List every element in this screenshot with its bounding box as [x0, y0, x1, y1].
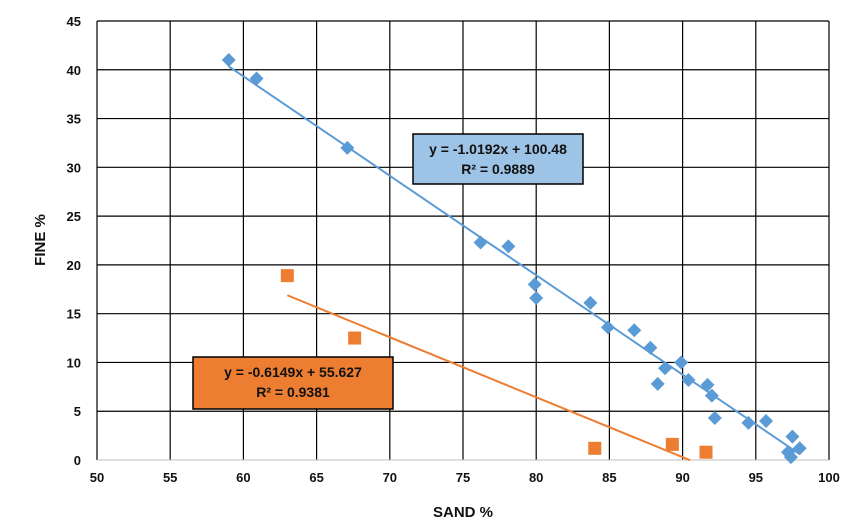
y-tick-label: 40	[67, 63, 81, 78]
trendlines	[228, 65, 801, 462]
r-squared-text-1: R² = 0.9381	[256, 384, 330, 400]
square-point	[588, 441, 602, 455]
diamond-point	[249, 71, 264, 86]
square-point	[665, 437, 679, 451]
diamond-point	[700, 377, 715, 392]
trendline-0	[228, 65, 801, 455]
r-squared-text-0: R² = 0.9889	[461, 161, 535, 177]
equation-text-1: y = -0.6149x + 55.627	[224, 364, 362, 380]
diamond-point	[785, 429, 800, 444]
y-tick-label: 25	[67, 209, 81, 224]
diamond-point	[529, 291, 544, 306]
diamond-point	[643, 340, 658, 355]
square-point	[348, 331, 362, 345]
equation-box-0	[412, 133, 584, 185]
x-tick-label: 55	[163, 470, 177, 485]
y-tick-label: 5	[74, 404, 81, 419]
equation-text-0: y = -1.0192x + 100.48	[429, 141, 567, 157]
x-tick-label: 75	[456, 470, 470, 485]
data-points	[221, 53, 807, 465]
diamond-point	[707, 411, 722, 426]
diamond-point	[658, 361, 673, 376]
trendline-1	[286, 294, 691, 462]
y-tick-label: 15	[67, 307, 81, 322]
equation-box-1	[192, 356, 394, 410]
x-tick-label: 100	[818, 470, 840, 485]
diamond-point	[783, 450, 798, 465]
diamond-point	[221, 53, 236, 68]
diamond-point	[792, 441, 807, 456]
x-tick-label: 65	[309, 470, 323, 485]
y-tick-label: 0	[74, 453, 81, 468]
x-tick-label: 80	[529, 470, 543, 485]
x-tick-label: 60	[236, 470, 250, 485]
y-tick-label: 10	[67, 355, 81, 370]
diamond-point	[627, 323, 642, 338]
diamond-point	[501, 239, 516, 254]
x-tick-labels: 50 55 60 65 70 75 80 85 90 95 100	[90, 470, 840, 485]
diamond-point	[759, 413, 774, 428]
diamond-point	[674, 355, 689, 370]
diamond-point	[583, 295, 598, 310]
y-tick-label: 30	[67, 160, 81, 175]
x-tick-label: 70	[383, 470, 397, 485]
square-point	[280, 269, 294, 283]
diamond-point	[600, 320, 615, 335]
x-tick-label: 95	[749, 470, 763, 485]
diamond-point	[704, 388, 719, 403]
diamond-point	[340, 140, 355, 155]
x-tick-label: 90	[675, 470, 689, 485]
diamond-point	[650, 376, 665, 391]
x-axis-title: SAND %	[433, 504, 493, 520]
diamond-point	[527, 277, 542, 292]
x-tick-label: 50	[90, 470, 104, 485]
trendline-equation-labels: y = -1.0192x + 100.48 R² = 0.9889 y = -0.6…	[192, 133, 584, 410]
y-tick-labels: 0 5 10 15 20 25 30 35 40 45	[67, 14, 81, 468]
y-tick-label: 20	[67, 258, 81, 273]
y-tick-label: 35	[67, 112, 81, 127]
x-tick-label: 85	[602, 470, 616, 485]
square-point	[699, 445, 713, 459]
y-tick-label: 45	[67, 14, 81, 29]
diamond-point	[473, 235, 488, 250]
diamond-point	[681, 373, 696, 388]
y-axis-title: FINE %	[32, 214, 49, 266]
diamond-point	[741, 415, 756, 430]
